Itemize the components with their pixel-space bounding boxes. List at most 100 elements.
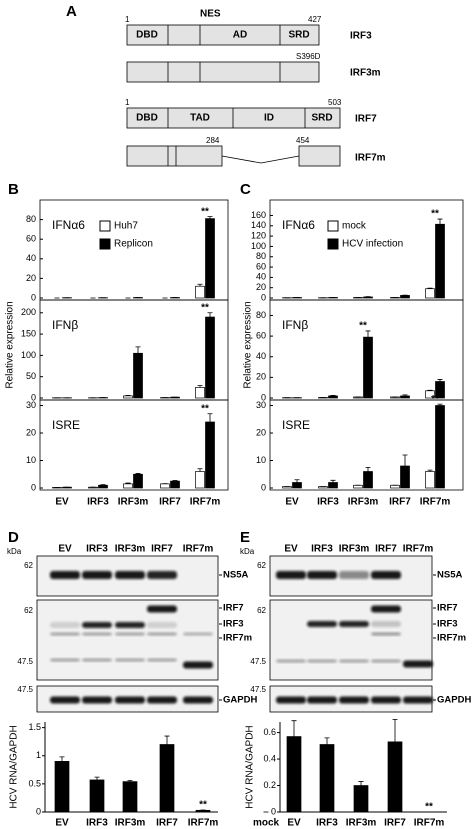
x-tick-label: IRF3m bbox=[115, 818, 146, 829]
blot-band bbox=[50, 632, 80, 636]
lane-label: IRF7 bbox=[375, 544, 397, 555]
y-tick-label: 80 bbox=[26, 214, 36, 224]
legend-label: Huh7 bbox=[114, 221, 138, 232]
y-tick-label: 20 bbox=[256, 282, 266, 292]
x-tick-label: EV bbox=[55, 497, 69, 508]
band-label: NS5A bbox=[223, 570, 248, 581]
legend-label: HCV infection bbox=[342, 239, 403, 250]
blot-band bbox=[147, 696, 177, 704]
error-bar bbox=[164, 735, 170, 745]
lane-label: IRF3m bbox=[115, 544, 146, 555]
bar bbox=[195, 471, 205, 489]
marker-label: 47.5 bbox=[17, 657, 33, 666]
error-bar bbox=[59, 756, 65, 762]
deletion-line bbox=[221, 155, 300, 164]
error-bar bbox=[402, 394, 408, 396]
y-tick-label: 100 bbox=[21, 350, 36, 360]
x-tick-label: IRF7 bbox=[384, 818, 406, 829]
bar bbox=[400, 465, 410, 489]
error-bar bbox=[125, 482, 131, 484]
y-tick-label: 60 bbox=[256, 261, 266, 271]
legend-label: Replicon bbox=[114, 239, 153, 250]
bar bbox=[159, 744, 175, 813]
lane-label: EV bbox=[284, 544, 298, 555]
error-bar bbox=[291, 720, 297, 737]
x-tick-label: IRF7m bbox=[190, 497, 221, 508]
panel-title: IFNα6 bbox=[282, 218, 315, 232]
blot-band bbox=[371, 696, 401, 704]
legend-swatch bbox=[99, 220, 111, 232]
y-tick-label: 20 bbox=[256, 372, 266, 382]
y-tick-label: 200 bbox=[21, 307, 36, 317]
y-tick-label: 0.5 bbox=[28, 778, 41, 788]
y-tick-label: 80 bbox=[256, 251, 266, 261]
deletion-end: 454 bbox=[296, 136, 310, 145]
bar bbox=[160, 483, 170, 489]
error-bar bbox=[207, 216, 213, 219]
domain: AD bbox=[233, 30, 247, 41]
y-tick-label: 0 bbox=[261, 292, 266, 302]
y-tick-label: 0 bbox=[31, 392, 36, 402]
bar bbox=[195, 386, 205, 399]
bar bbox=[205, 316, 215, 399]
x-tick-label: IRF7m bbox=[414, 818, 445, 829]
x-tick-label: mock bbox=[253, 818, 280, 829]
irf7m-bar bbox=[298, 145, 341, 167]
bar bbox=[435, 223, 445, 299]
blot-band bbox=[115, 696, 145, 704]
y-tick-label: 0 bbox=[261, 482, 266, 492]
bar bbox=[133, 352, 143, 399]
error-bar bbox=[437, 379, 443, 382]
band-label: IRF3 bbox=[437, 619, 458, 630]
blot-band bbox=[183, 661, 213, 669]
blot-band bbox=[371, 632, 401, 636]
lane-label: IRF3 bbox=[86, 544, 108, 555]
error-bar bbox=[294, 479, 300, 483]
legend-swatch bbox=[99, 238, 111, 250]
lane-label: EV bbox=[58, 544, 72, 555]
blot-band bbox=[403, 660, 433, 668]
error-bar bbox=[330, 395, 336, 396]
y-tick-label: 100 bbox=[251, 241, 266, 251]
error-bar bbox=[197, 283, 203, 287]
blot-band bbox=[307, 659, 337, 663]
error-bar bbox=[207, 312, 213, 318]
blot-band bbox=[115, 658, 145, 662]
blot-band bbox=[307, 621, 337, 627]
error-bar bbox=[358, 781, 364, 786]
x-tick-label: IRF3 bbox=[317, 497, 339, 508]
bar bbox=[123, 395, 133, 399]
legend-swatch bbox=[327, 220, 339, 232]
y-axis-label: HCV RNA/GAPDH bbox=[9, 725, 20, 808]
bar bbox=[195, 285, 205, 299]
error-bar bbox=[402, 454, 408, 466]
blot-band bbox=[339, 621, 369, 627]
bar bbox=[170, 480, 180, 489]
y-tick-label: 140 bbox=[251, 220, 266, 230]
panel-a: A NES 1 427 DBD AD SRD IRF3 S396D IRF3m … bbox=[66, 3, 386, 167]
bar bbox=[205, 218, 215, 299]
x-tick-label: IRF7 bbox=[156, 818, 178, 829]
y-tick-label: 1.5 bbox=[28, 722, 41, 732]
blot-band bbox=[50, 658, 80, 662]
blot-band bbox=[371, 605, 401, 613]
end-label: 427 bbox=[308, 15, 322, 24]
marker-label: 62 bbox=[257, 561, 266, 570]
bar bbox=[328, 482, 338, 489]
blot-band bbox=[403, 696, 433, 704]
y-tick-label: 10 bbox=[26, 455, 36, 465]
nes-label: NES bbox=[200, 9, 221, 20]
start-label: 1 bbox=[125, 98, 130, 107]
bar bbox=[98, 484, 108, 489]
domain: DBD bbox=[136, 113, 158, 124]
domain: SRD bbox=[288, 30, 309, 41]
plot-frame bbox=[39, 399, 229, 491]
blot-band bbox=[183, 696, 213, 704]
panel-title: ISRE bbox=[282, 418, 310, 432]
construct-label: IRF3 bbox=[350, 31, 372, 42]
lane-label: IRF3m bbox=[339, 544, 370, 555]
bar bbox=[133, 473, 143, 489]
y-tick-label: 0 bbox=[271, 806, 276, 816]
band-label: IRF3 bbox=[223, 619, 244, 630]
